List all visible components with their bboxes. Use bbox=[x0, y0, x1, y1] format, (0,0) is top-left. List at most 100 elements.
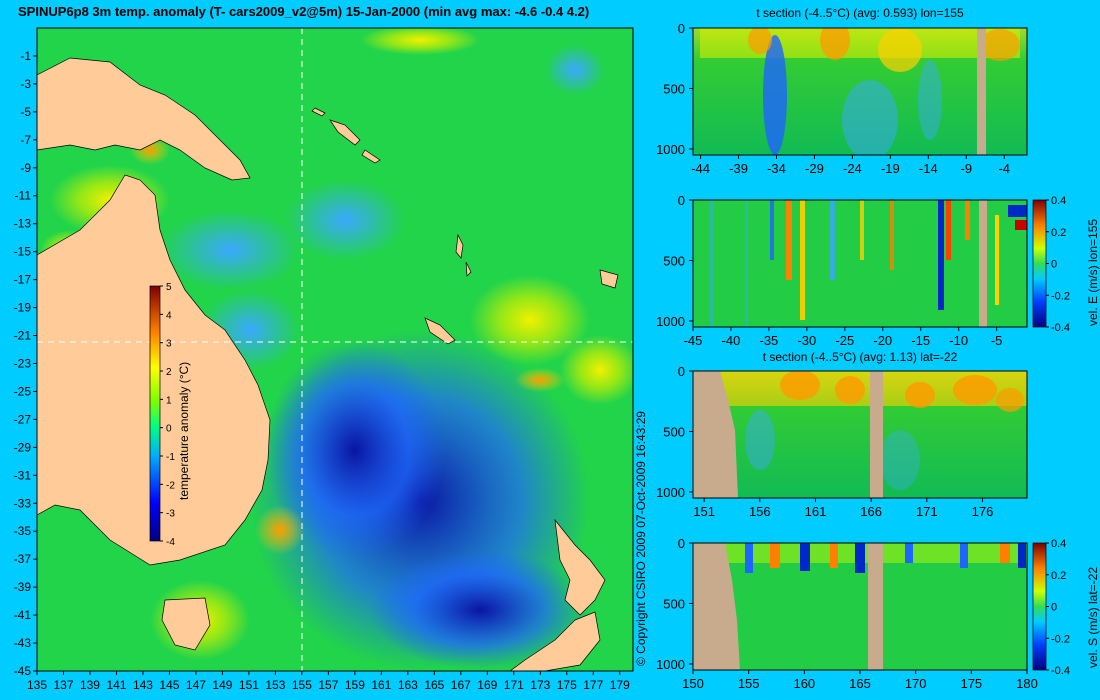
map-colorbar-tick-label: 4 bbox=[166, 310, 172, 321]
map-x-tick-label: 161 bbox=[371, 678, 391, 692]
section-colorbar-tick-label: 0 bbox=[1051, 602, 1057, 614]
land-new-zealand-north bbox=[554, 518, 606, 616]
section-2-land bbox=[979, 200, 987, 327]
copyright-notice: © Copyright CSIRO 2009 07-Oct-2009 16:43… bbox=[634, 411, 648, 666]
section-y-tick-label: 0 bbox=[678, 536, 685, 551]
map-x-tick-label: 153 bbox=[265, 678, 285, 692]
section-y-tick-label: 0 bbox=[678, 364, 685, 379]
section-y-tick-label: 500 bbox=[663, 81, 685, 96]
map-y-tick-label: -27 bbox=[14, 412, 32, 426]
land-new-guinea bbox=[37, 57, 251, 181]
land-new-zealand-south bbox=[509, 611, 601, 671]
map-x-tick-label: 169 bbox=[477, 678, 497, 692]
section-x-tick-label: 170 bbox=[905, 676, 927, 691]
map-y-tick-label: -39 bbox=[14, 580, 32, 594]
map-x-tick-label: 151 bbox=[239, 678, 259, 692]
map-colorbar-tick-label: 3 bbox=[166, 339, 172, 350]
map-x-tick-label: 155 bbox=[292, 678, 312, 692]
section-4-colorbar-label: vel. S (m/s) lat=-22 bbox=[1086, 567, 1100, 668]
land-solomon-islands bbox=[311, 107, 381, 164]
map-colorbar-tick-label: 0 bbox=[166, 424, 172, 435]
section-x-tick-label: 156 bbox=[749, 504, 771, 519]
section-3-frame bbox=[692, 370, 1028, 499]
map-x-tick-label: 175 bbox=[557, 678, 577, 692]
section-1-frame bbox=[692, 27, 1028, 156]
section-2-frame bbox=[692, 199, 1028, 328]
map-y-tick-label: -19 bbox=[14, 301, 32, 315]
section-x-tick-label: 150 bbox=[682, 676, 704, 691]
section-4-land bbox=[868, 543, 883, 670]
section-x-tick-label: -30 bbox=[797, 333, 816, 348]
section-2-y-axis: 0 500 1000 bbox=[656, 193, 693, 329]
section-colorbar-tick-label: -0.2 bbox=[1051, 290, 1070, 302]
section-x-tick-label: -35 bbox=[760, 333, 779, 348]
map-colorbar bbox=[149, 285, 161, 542]
map-x-tick-label: 135 bbox=[27, 678, 47, 692]
section-y-tick-label: 1000 bbox=[656, 142, 685, 157]
section-x-tick-label: -5 bbox=[991, 333, 1003, 348]
map-y-tick-label: -31 bbox=[14, 468, 32, 482]
map-y-tick-label: -25 bbox=[14, 384, 32, 398]
section-x-tick-label: -25 bbox=[835, 333, 854, 348]
map-x-tick-label: 179 bbox=[610, 678, 630, 692]
section-y-tick-label: 500 bbox=[663, 253, 685, 268]
section-x-tick-label: 180 bbox=[1016, 676, 1038, 691]
section-2-colorbar-ticks: 0.4 0.2 0 -0.2 -0.4 bbox=[1046, 195, 1070, 334]
map-y-axis: -1 -3 -5 -7 -9 -11 -13 -15 -17 -19 -21 -23 -25 -27 -29… bbox=[14, 49, 37, 678]
map-colorbar-ticks: 5 4 3 2 1 0 -1 -2 -3 -4 bbox=[160, 282, 175, 548]
map-y-tick-label: -33 bbox=[14, 496, 32, 510]
map-colorbar-tick-label: 2 bbox=[166, 367, 172, 378]
section-4-land-shelf bbox=[693, 543, 740, 670]
section-x-tick-label: -34 bbox=[767, 161, 786, 176]
map-y-tick-label: -5 bbox=[20, 105, 31, 119]
map-y-tick-label: -35 bbox=[14, 524, 32, 538]
map-x-axis: 135 137 139 141 143 145 147 149 151 153 155 157 159 1… bbox=[27, 671, 630, 692]
section-x-tick-label: 176 bbox=[972, 504, 994, 519]
section-colorbar-tick-label: -0.2 bbox=[1051, 633, 1070, 645]
land-vanuatu bbox=[455, 233, 472, 277]
map-colorbar-tick-label: -2 bbox=[166, 480, 175, 491]
map-x-tick-label: 141 bbox=[106, 678, 126, 692]
section-x-tick-label: 165 bbox=[849, 676, 871, 691]
section-4-features bbox=[693, 543, 1027, 670]
section-x-tick-label: 166 bbox=[860, 504, 882, 519]
map-x-tick-label: 137 bbox=[53, 678, 73, 692]
section-1-panel: t section (-4..5°C) (avg: 0.593) lon=155… bbox=[656, 6, 1028, 176]
section-3-land bbox=[870, 371, 883, 498]
section-x-tick-label: -4 bbox=[998, 161, 1010, 176]
section-colorbar-tick-label: 0.4 bbox=[1051, 195, 1066, 207]
map-x-tick-label: 173 bbox=[530, 678, 550, 692]
section-1-y-axis: 0 500 1000 bbox=[656, 21, 693, 157]
section-x-tick-label: -29 bbox=[805, 161, 824, 176]
section-3-panel: t section (-4..5°C) (avg: 1.13) lat=-22 … bbox=[656, 350, 1028, 519]
section-x-tick-label: -24 bbox=[843, 161, 862, 176]
section-3-y-axis: 0 500 1000 bbox=[656, 364, 693, 500]
section-x-tick-label: -15 bbox=[911, 333, 930, 348]
map-y-tick-label: -41 bbox=[14, 608, 32, 622]
map-y-tick-label: -13 bbox=[14, 217, 32, 231]
section-x-tick-label: 151 bbox=[693, 504, 715, 519]
map-x-tick-label: 147 bbox=[186, 678, 206, 692]
map-colorbar-tick-label: -4 bbox=[166, 537, 175, 548]
section-y-tick-label: 1000 bbox=[656, 485, 685, 500]
map-x-tick-label: 167 bbox=[451, 678, 471, 692]
section-3-title: t section (-4..5°C) (avg: 1.13) lat=-22 bbox=[763, 350, 958, 364]
section-colorbar-tick-label: 0 bbox=[1051, 259, 1057, 271]
section-2-x-axis: -45 -40 -35 -30 -25 -20 -15 -10 -5 bbox=[684, 327, 1003, 348]
map-colorbar-tick-label: -1 bbox=[166, 452, 175, 463]
section-4-y-axis: 0 500 1000 bbox=[656, 536, 693, 672]
map-x-tick-label: 145 bbox=[159, 678, 179, 692]
land-new-caledonia bbox=[424, 317, 456, 345]
map-panel: 135 137 139 141 143 145 147 149 151 153 155 157 159 1… bbox=[14, 27, 634, 692]
map-x-tick-label: 171 bbox=[504, 678, 524, 692]
section-y-tick-label: 0 bbox=[678, 21, 685, 36]
section-x-tick-label: -14 bbox=[919, 161, 938, 176]
map-y-tick-label: -11 bbox=[15, 189, 32, 203]
section-4-colorbar-ticks: 0.4 0.2 0 -0.2 -0.4 bbox=[1046, 538, 1070, 677]
map-y-tick-label: -1 bbox=[20, 49, 31, 63]
section-x-tick-label: 175 bbox=[960, 676, 982, 691]
map-y-tick-label: -3 bbox=[20, 77, 31, 91]
page-title: SPINUP6p8 3m temp. anomaly (T- cars2009_… bbox=[18, 4, 590, 19]
